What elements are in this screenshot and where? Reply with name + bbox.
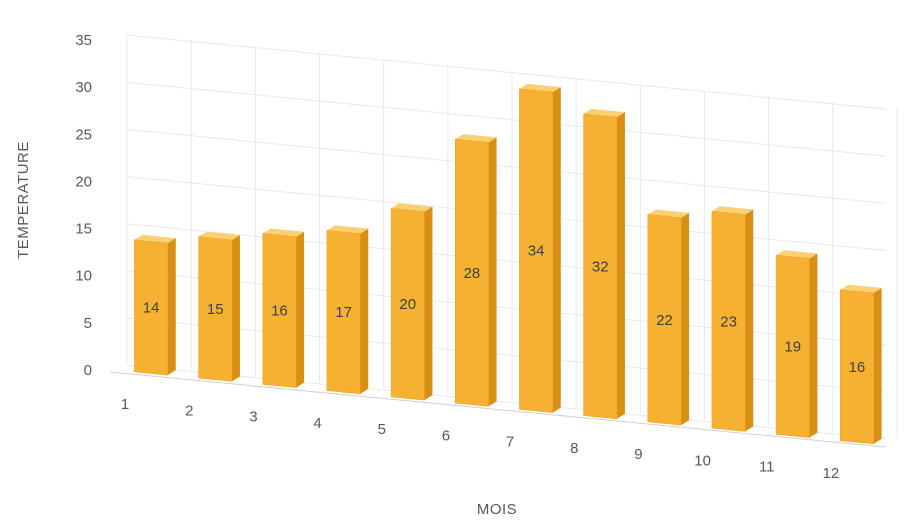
bar <box>519 88 554 413</box>
bar-top <box>198 231 240 240</box>
x-tick-label: 9 <box>634 446 642 463</box>
bar-top <box>262 228 305 237</box>
data-label: 19 <box>784 338 801 355</box>
bar <box>198 236 233 382</box>
grid-layer <box>109 34 898 448</box>
gridline <box>126 34 886 110</box>
bar-top <box>134 234 176 244</box>
x-tick-label: 6 <box>442 427 450 444</box>
data-label: 23 <box>720 313 737 330</box>
bars <box>134 83 882 445</box>
bar-side <box>681 212 690 426</box>
data-label: 16 <box>271 303 288 320</box>
gridline <box>126 317 886 393</box>
bar-top <box>711 206 754 215</box>
bar-top <box>583 108 625 118</box>
y-tick-label: 30 <box>75 79 92 96</box>
bar-top <box>519 83 561 93</box>
y-tick-label: 35 <box>75 32 92 49</box>
data-label: 16 <box>849 359 866 376</box>
x-tick-label: 1 <box>121 396 129 413</box>
data-label: 34 <box>528 243 545 260</box>
x-tick-label: 4 <box>313 415 321 432</box>
data-label: 15 <box>207 301 224 318</box>
bar <box>583 113 618 420</box>
data-label: 14 <box>143 300 160 317</box>
gridline <box>126 270 886 346</box>
data-label: 22 <box>656 312 673 329</box>
x-axis-line <box>109 371 886 448</box>
x-axis-ticks: 1 2 3 4 5 6 7 8 9 10 11 12 <box>121 396 839 482</box>
bar <box>390 208 425 401</box>
gridline <box>126 364 886 440</box>
y-tick-label: 20 <box>75 173 92 190</box>
x-tick-label: 12 <box>823 465 840 482</box>
x-tick-label: 8 <box>570 440 578 457</box>
y-tick-label: 5 <box>84 315 92 332</box>
bar-side <box>167 238 176 376</box>
bar-top <box>647 209 690 218</box>
x-tick-label: 5 <box>378 421 386 438</box>
bar-side <box>488 137 497 407</box>
bar-side <box>552 87 561 413</box>
x-tick-label: 3 <box>249 409 257 426</box>
bar-side <box>296 231 305 388</box>
bar-side <box>360 228 369 394</box>
data-label: 20 <box>399 296 416 313</box>
x-tick-label: 11 <box>759 459 775 476</box>
y-tick-label: 15 <box>75 221 92 238</box>
y-axis-ticks: 0 5 10 15 20 25 30 35 <box>75 32 92 379</box>
x-tick-label: 2 <box>185 402 193 419</box>
data-labels: 14 15 16 17 20 28 34 32 22 23 19 16 <box>143 243 866 376</box>
bar <box>647 214 682 426</box>
data-label: 32 <box>592 258 609 275</box>
data-label: 28 <box>464 265 481 282</box>
bar-top <box>840 284 882 294</box>
data-label: 17 <box>335 304 352 321</box>
bar <box>454 138 489 407</box>
x-tick-label: 7 <box>506 434 514 451</box>
bar-top <box>326 225 369 234</box>
bar-side <box>424 206 433 401</box>
bar <box>262 233 297 388</box>
bar <box>839 289 874 445</box>
gridline <box>126 223 886 299</box>
x-tick-label: 10 <box>694 452 711 469</box>
bar <box>711 211 746 432</box>
bar-side <box>809 253 818 438</box>
gridline <box>126 128 886 204</box>
y-tick-label: 0 <box>84 362 92 379</box>
bar <box>775 254 810 438</box>
bar <box>134 239 169 376</box>
y-tick-label: 10 <box>75 268 92 285</box>
y-axis-title: TEMPERATURE <box>15 141 32 259</box>
bar-side <box>873 288 882 444</box>
gridline <box>126 81 886 157</box>
y-tick-label: 25 <box>75 126 92 143</box>
bar <box>326 230 361 395</box>
x-axis-title: MOIS <box>477 501 517 518</box>
bar-side <box>616 112 625 419</box>
bar-side <box>231 234 240 382</box>
bar-top <box>455 134 497 143</box>
bar-side <box>745 209 754 432</box>
bar-top <box>776 250 818 259</box>
bar-top <box>391 203 433 212</box>
gridline <box>126 176 886 251</box>
